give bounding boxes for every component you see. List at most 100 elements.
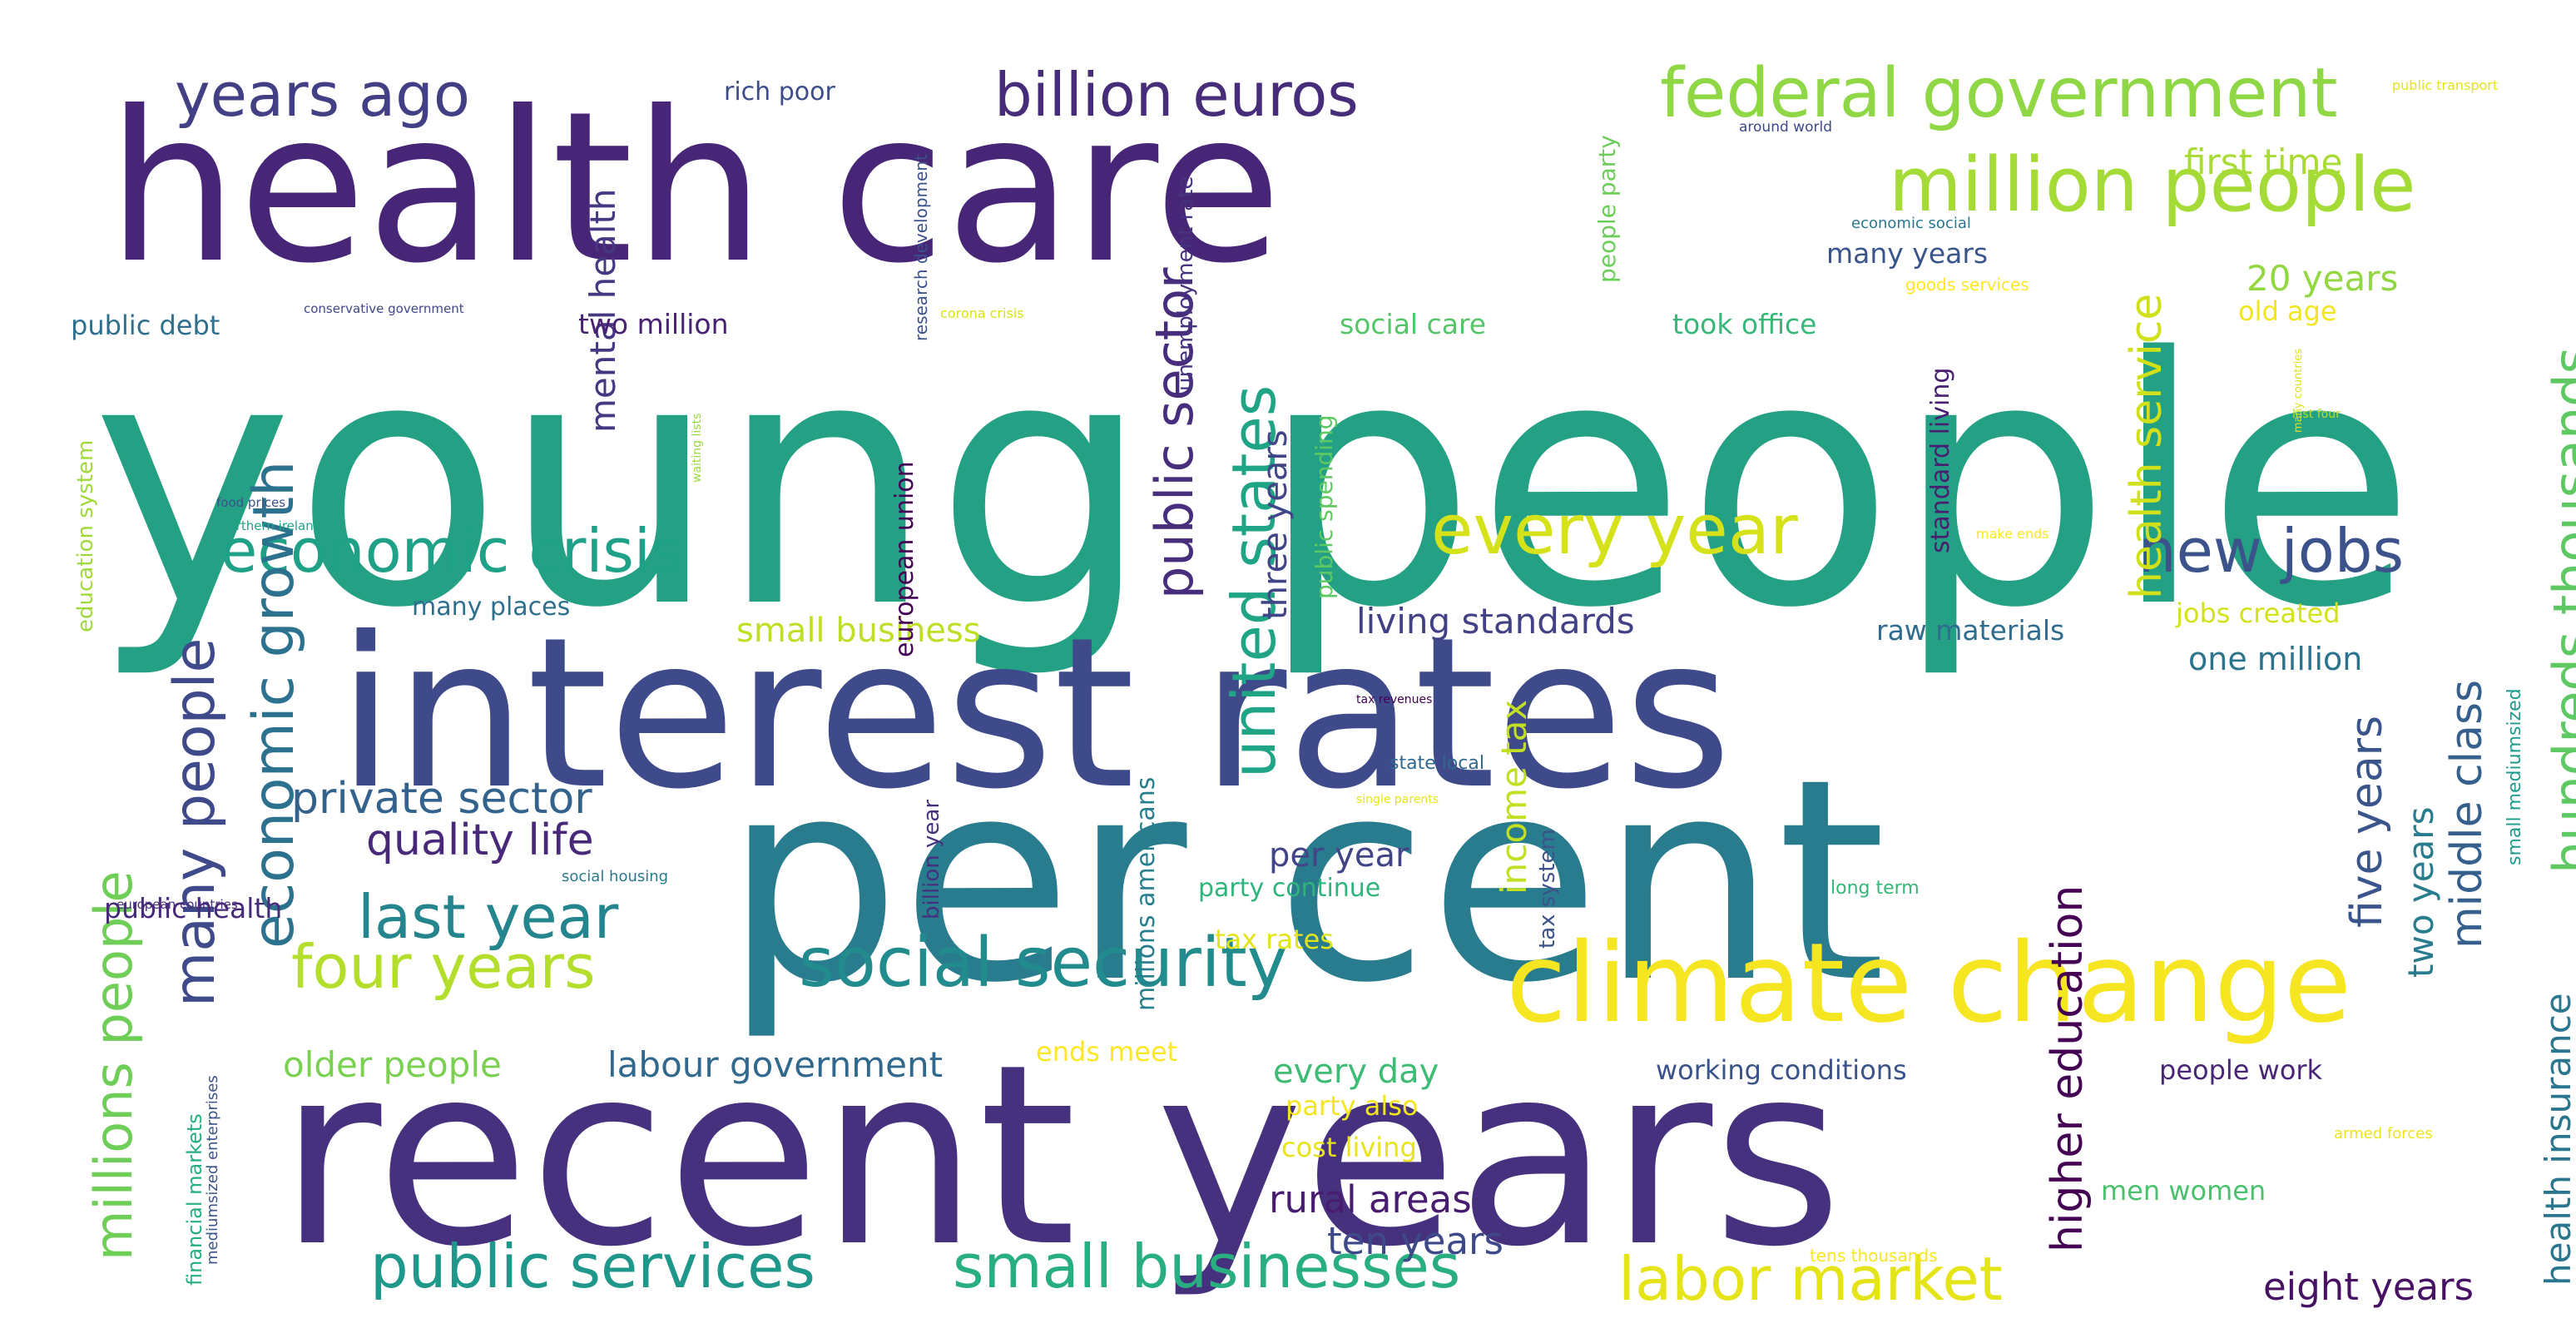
word-old-age: old age: [2238, 295, 2337, 327]
word-party-continue: party continue: [1198, 874, 1380, 903]
word-cost-living: cost living: [1281, 1132, 1417, 1163]
word-many-people: many people: [162, 638, 228, 1007]
word-per-year: per year: [1269, 836, 1409, 875]
word-five-years: five years: [2342, 716, 2392, 928]
word-tax-rates: tax rates: [1215, 924, 1334, 955]
word-middle-class: middle class: [2442, 680, 2492, 949]
word-two-million: two million: [578, 308, 729, 340]
word-living-standards: living standards: [1356, 601, 1635, 642]
word-people-party: people party: [1593, 135, 1621, 283]
word-standard-living: standard living: [1926, 368, 1955, 553]
word-rural-areas: rural areas: [1269, 1177, 1472, 1222]
word-single-parents: single parents: [1356, 793, 1439, 806]
word-social-care: social care: [1340, 308, 1486, 340]
word-private-sector: private sector: [291, 774, 592, 824]
word-economic-social: economic social: [1851, 215, 1971, 232]
word-party-also: party also: [1286, 1090, 1418, 1122]
word-federal-government: federal government: [1660, 54, 2338, 133]
word-unemployment-rate: unemployment rate: [1173, 176, 1198, 391]
word-make-ends: make ends: [1976, 526, 2049, 542]
word-took-office: took office: [1672, 308, 1816, 340]
word-first-time: first time: [2184, 141, 2342, 182]
word-per-cent: per cent: [724, 720, 1886, 1044]
word-four-years: four years: [291, 932, 596, 1002]
word-million-people: million people: [1889, 141, 2415, 229]
word-working-conditions: working conditions: [1656, 1054, 1907, 1086]
word-many-countries: many countries: [2292, 349, 2305, 433]
word-conservative-government: conservative government: [304, 301, 464, 316]
word-millions-people: millions people: [83, 870, 144, 1261]
word-years-ago: years ago: [175, 60, 470, 130]
word-public-health: public health: [104, 892, 282, 924]
word-young-people: young people: [92, 285, 2416, 682]
word-older-people: older people: [283, 1044, 502, 1085]
word-hundreds-thousands: hundreds thousands: [2542, 347, 2576, 874]
word-small-businesses: small businesses: [953, 1231, 1460, 1301]
word-european-countries: european countries: [116, 897, 238, 912]
word-public-spending: public spending: [1310, 414, 1338, 599]
word-ten-years: ten years: [1327, 1219, 1503, 1263]
word-millions-americans: millions americans: [1132, 777, 1161, 1011]
word-public-sector: public sector: [1144, 267, 1205, 599]
word-public-services: public services: [370, 1231, 815, 1301]
word-health-service: health service: [2122, 294, 2172, 599]
word-public-transport: public transport: [2392, 77, 2498, 93]
word-state-local: state local: [1390, 753, 1484, 774]
word-northern-ireland: northern ireland: [220, 518, 321, 533]
word-european-union: european union: [890, 461, 919, 657]
word-income-tax: income tax: [1494, 700, 1534, 894]
word-people-work: people work: [2159, 1054, 2323, 1086]
word-public-debt: public debt: [71, 310, 220, 341]
word-men-women: men women: [2101, 1175, 2266, 1207]
word-mediumsized-enterprises: mediumsized enterprises: [204, 1075, 221, 1265]
word-one-million: one million: [2188, 641, 2362, 677]
word-billion-euros: billion euros: [994, 60, 1359, 130]
word-goods-services: goods services: [1905, 275, 2029, 295]
word-financial-markets: financial markets: [183, 1113, 206, 1286]
word-social-housing: social housing: [562, 868, 668, 885]
word-eight-years: eight years: [2263, 1265, 2474, 1309]
word-two-years: two years: [2400, 807, 2441, 978]
word-quality-life: quality life: [366, 815, 594, 865]
word-economic-crisis: economic crisis: [220, 516, 681, 586]
word-many-places: many places: [412, 592, 570, 622]
word-economic-growth: economic growth: [241, 461, 307, 949]
word-mental-health: mental health: [582, 188, 623, 433]
word-small-mediumsized: small mediumsized: [2504, 688, 2525, 865]
word-small-business: small business: [736, 612, 981, 650]
word-health-care: health care: [107, 67, 1282, 309]
word-social-security: social security: [799, 924, 1287, 1003]
word-health-insurance: health insurance: [2538, 993, 2576, 1286]
word-waiting-lists: waiting lists: [691, 414, 704, 483]
word-billion-year: billion year: [919, 800, 944, 919]
word-labour-government: labour government: [607, 1044, 943, 1085]
word-many-years: many years: [1826, 237, 1988, 270]
word-raw-materials: raw materials: [1876, 614, 2064, 647]
word-jobs-created: jobs created: [2175, 597, 2341, 629]
word-armed-forces: armed forces: [2334, 1125, 2433, 1142]
word-new-jobs: new jobs: [2138, 516, 2404, 586]
word-rich-poor: rich poor: [724, 77, 835, 107]
word-higher-education: higher education: [2043, 885, 2093, 1252]
word-every-day: every day: [1273, 1053, 1439, 1091]
word-labor-market: labor market: [1618, 1244, 2003, 1314]
word-food-prices: food prices: [216, 495, 285, 510]
word-20-years: 20 years: [2247, 258, 2398, 299]
word-tax-system: tax system: [1535, 829, 1560, 949]
word-tens-thousands: tens thousands: [1810, 1246, 1938, 1266]
word-corona-crisis: corona crisis: [940, 305, 1024, 321]
word-climate-change: climate change: [1506, 919, 2351, 1048]
word-around-world: around world: [1739, 119, 1832, 136]
word-three-years: three years: [1256, 429, 1295, 620]
word-tax-revenues: tax revenues: [1356, 693, 1432, 706]
word-long-term: long term: [1830, 878, 1920, 899]
word-every-year: every year: [1431, 491, 1798, 570]
word-last-four: last four: [2292, 408, 2341, 421]
word-research-development: research development: [911, 154, 931, 341]
word-interest-rates: interest rates: [337, 592, 1732, 835]
word-ends-meet: ends meet: [1036, 1036, 1177, 1068]
word-recent-years: recent years: [279, 1011, 1843, 1301]
word-education-system: education system: [73, 440, 98, 632]
